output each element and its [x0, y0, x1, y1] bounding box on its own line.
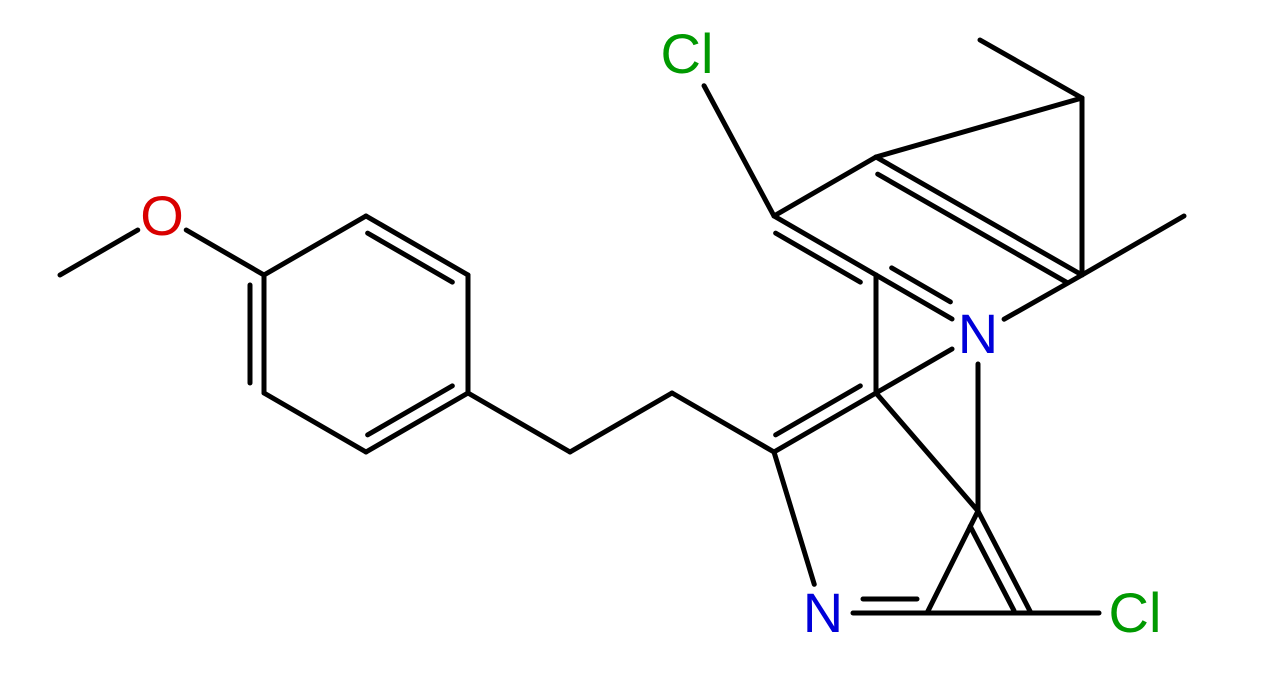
molecule-diagram: O Cl N N Cl: [0, 0, 1274, 680]
atom-cl: Cl: [1109, 581, 1162, 644]
atom-n: N: [803, 581, 843, 644]
atom-o: O: [140, 184, 184, 247]
atom-cl: Cl: [661, 22, 714, 85]
atom-n: N: [958, 302, 998, 365]
